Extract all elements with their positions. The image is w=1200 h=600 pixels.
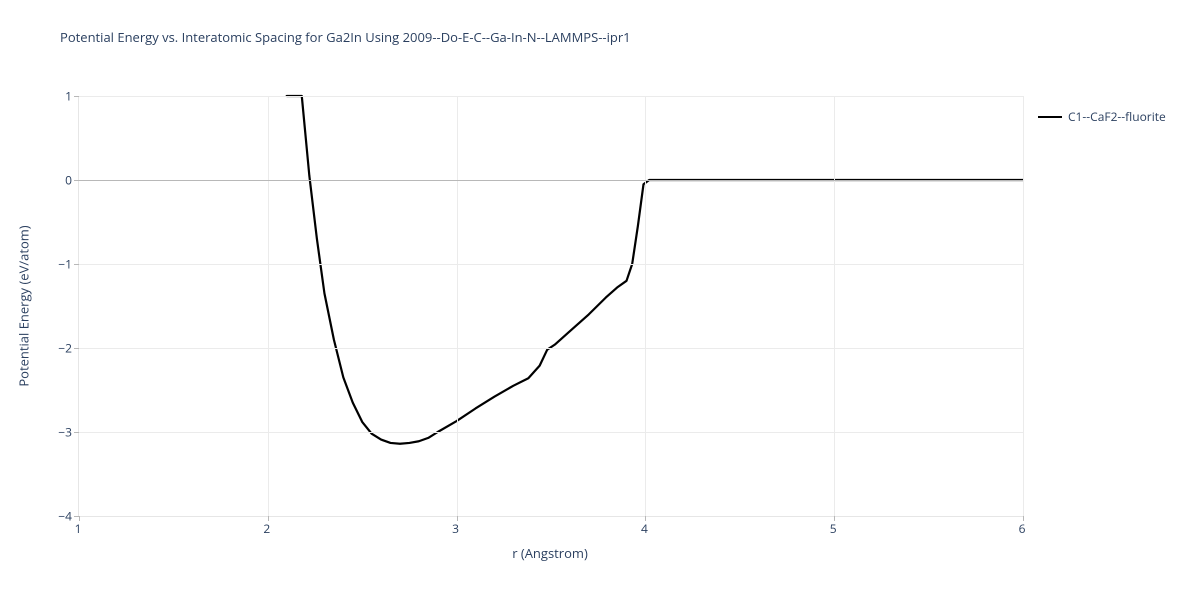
- y-tick-label: −3: [32, 424, 72, 441]
- y-tick-mark: [74, 432, 79, 433]
- y-tick-label: 1: [32, 88, 72, 105]
- y-axis-label: Potential Energy (eV/atom): [14, 96, 34, 516]
- gridline-h: [79, 96, 1023, 97]
- zero-line: [79, 180, 1023, 181]
- gridline-h: [79, 348, 1023, 349]
- chart-container: Potential Energy vs. Interatomic Spacing…: [0, 0, 1200, 600]
- legend[interactable]: C1--CaF2--fluorite: [1038, 108, 1166, 125]
- gridline-h: [79, 432, 1023, 433]
- x-tick-label: 2: [263, 520, 270, 537]
- gridline-v: [268, 96, 269, 516]
- data-curve: [79, 96, 1023, 516]
- y-tick-mark: [74, 264, 79, 265]
- gridline-v: [457, 96, 458, 516]
- plot-area[interactable]: [78, 96, 1023, 517]
- y-tick-mark: [74, 516, 79, 517]
- gridline-h: [79, 264, 1023, 265]
- gridline-v: [1023, 96, 1024, 516]
- x-axis-label: r (Angstrom): [78, 544, 1022, 562]
- x-tick-label: 3: [452, 520, 459, 537]
- x-tick-label: 4: [641, 520, 648, 537]
- y-tick-label: −4: [32, 508, 72, 525]
- legend-label: C1--CaF2--fluorite: [1068, 108, 1166, 125]
- x-tick-label: 6: [1019, 520, 1026, 537]
- gridline-v: [834, 96, 835, 516]
- chart-title: Potential Energy vs. Interatomic Spacing…: [60, 28, 631, 46]
- y-tick-label: 0: [32, 172, 72, 189]
- legend-swatch: [1038, 116, 1062, 118]
- x-tick-label: 1: [75, 520, 82, 537]
- y-tick-mark: [74, 96, 79, 97]
- y-tick-label: −2: [32, 340, 72, 357]
- x-tick-label: 5: [830, 520, 837, 537]
- gridline-v: [645, 96, 646, 516]
- y-tick-label: −1: [32, 256, 72, 273]
- y-tick-mark: [74, 180, 79, 181]
- y-tick-mark: [74, 348, 79, 349]
